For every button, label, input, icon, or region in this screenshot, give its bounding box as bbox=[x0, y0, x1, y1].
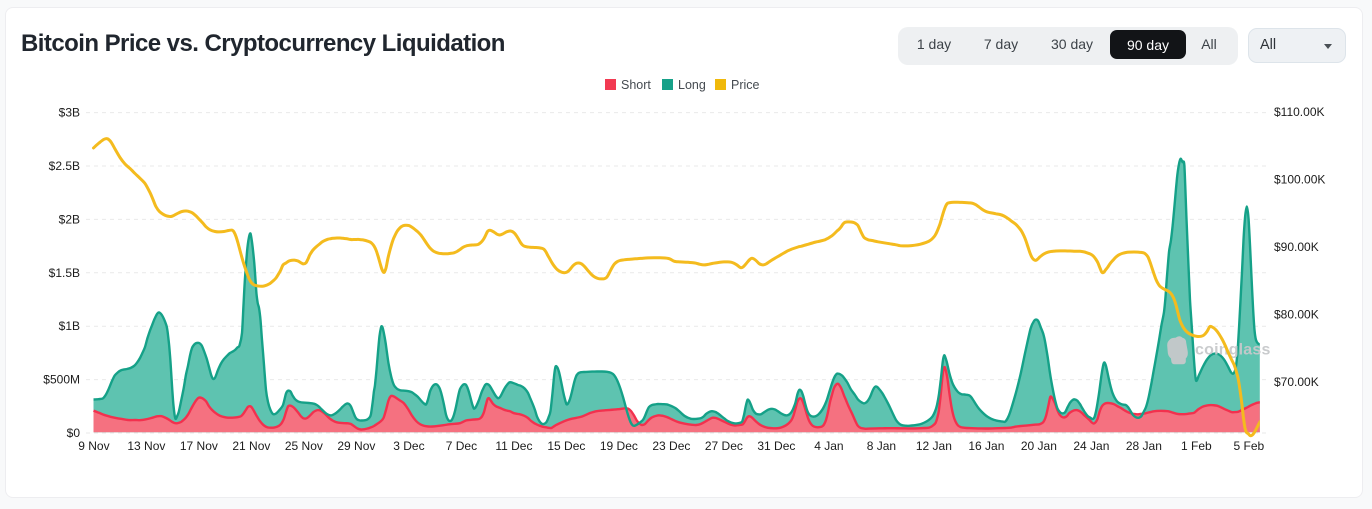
svg-text:$100.00K: $100.00K bbox=[1274, 173, 1325, 187]
svg-text:$2B: $2B bbox=[59, 212, 80, 226]
svg-text:23 Dec: 23 Dec bbox=[652, 439, 690, 453]
svg-text:17 Nov: 17 Nov bbox=[180, 439, 218, 453]
svg-text:$70.00K: $70.00K bbox=[1274, 375, 1319, 389]
svg-text:$1B: $1B bbox=[59, 319, 80, 333]
svg-text:$3B: $3B bbox=[59, 106, 80, 120]
svg-text:13 Nov: 13 Nov bbox=[127, 439, 165, 453]
svg-text:29 Nov: 29 Nov bbox=[337, 439, 375, 453]
svg-text:$80.00K: $80.00K bbox=[1274, 308, 1319, 322]
svg-text:31 Dec: 31 Dec bbox=[757, 439, 795, 453]
svg-text:coinglass: coinglass bbox=[1195, 342, 1271, 359]
svg-text:27 Dec: 27 Dec bbox=[705, 439, 743, 453]
svg-text:1 Feb: 1 Feb bbox=[1181, 439, 1212, 453]
svg-text:28 Jan: 28 Jan bbox=[1126, 439, 1162, 453]
svg-text:$0: $0 bbox=[67, 426, 81, 440]
svg-text:21 Nov: 21 Nov bbox=[232, 439, 270, 453]
svg-text:15 Dec: 15 Dec bbox=[547, 439, 585, 453]
svg-text:24 Jan: 24 Jan bbox=[1073, 439, 1109, 453]
svg-text:19 Dec: 19 Dec bbox=[600, 439, 638, 453]
svg-text:16 Jan: 16 Jan bbox=[968, 439, 1004, 453]
svg-text:$1.5B: $1.5B bbox=[49, 266, 80, 280]
svg-text:8 Jan: 8 Jan bbox=[867, 439, 896, 453]
svg-text:25 Nov: 25 Nov bbox=[285, 439, 323, 453]
svg-text:7 Dec: 7 Dec bbox=[446, 439, 477, 453]
svg-text:9 Nov: 9 Nov bbox=[78, 439, 109, 453]
svg-text:12 Jan: 12 Jan bbox=[916, 439, 952, 453]
svg-text:11 Dec: 11 Dec bbox=[495, 439, 532, 453]
svg-text:20 Jan: 20 Jan bbox=[1021, 439, 1057, 453]
svg-text:$2.5B: $2.5B bbox=[49, 159, 80, 173]
svg-text:5 Feb: 5 Feb bbox=[1234, 439, 1265, 453]
svg-text:$110.00K: $110.00K bbox=[1274, 105, 1325, 119]
svg-text:$500M: $500M bbox=[43, 373, 80, 387]
svg-text:4 Jan: 4 Jan bbox=[814, 439, 843, 453]
svg-text:3 Dec: 3 Dec bbox=[393, 439, 424, 453]
svg-text:$90.00K: $90.00K bbox=[1274, 240, 1319, 254]
